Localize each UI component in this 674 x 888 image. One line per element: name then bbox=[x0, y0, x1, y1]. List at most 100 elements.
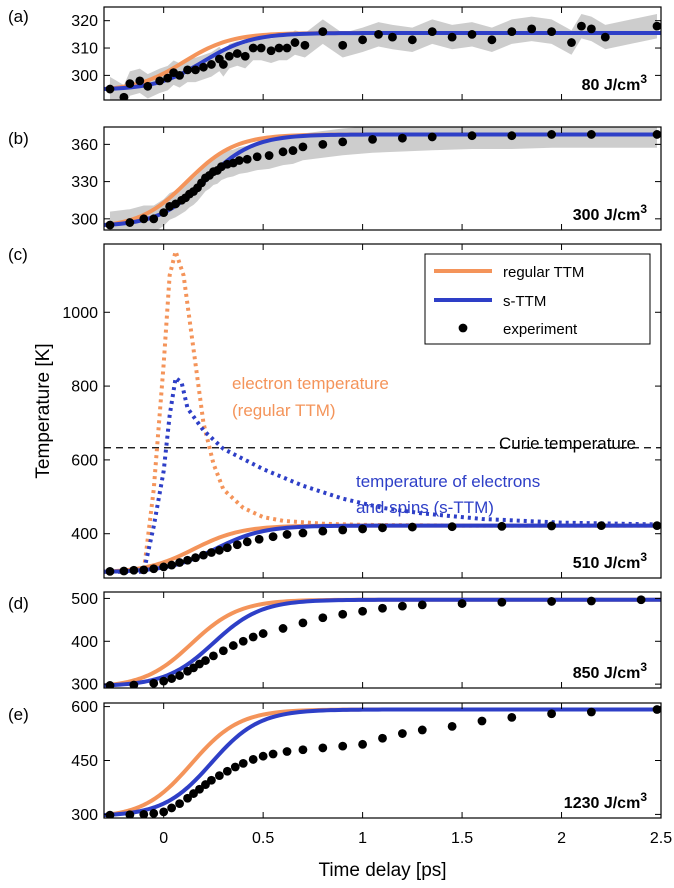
experiment-point bbox=[191, 65, 200, 75]
experiment-point bbox=[507, 27, 517, 37]
experiment-point bbox=[175, 799, 184, 809]
experiment-point bbox=[159, 807, 169, 817]
experiment-point bbox=[201, 656, 210, 665]
experiment-point bbox=[318, 139, 328, 149]
annotation-electron-regular-line2: (regular TTM) bbox=[232, 401, 336, 420]
experiment-point bbox=[119, 92, 129, 100]
panel-frame bbox=[103, 126, 662, 231]
experiment-point bbox=[230, 762, 240, 772]
experiment-point bbox=[105, 566, 115, 576]
panel-frame bbox=[103, 6, 662, 101]
experiment-point bbox=[234, 156, 244, 165]
experiment-point bbox=[457, 599, 467, 608]
experiment-point bbox=[183, 555, 192, 565]
experiment-point bbox=[167, 560, 177, 570]
experiment-point bbox=[139, 565, 149, 575]
experiment-point bbox=[447, 721, 457, 731]
experiment-point bbox=[228, 641, 238, 650]
experiment-point bbox=[368, 135, 377, 144]
experiment-point bbox=[139, 214, 149, 224]
experiment-point bbox=[159, 676, 169, 686]
experiment-point bbox=[258, 629, 268, 638]
experiment-point bbox=[183, 65, 192, 75]
experiment-point bbox=[596, 521, 606, 530]
experiment-point bbox=[358, 606, 368, 616]
experiment-point bbox=[547, 27, 556, 37]
experiment-point bbox=[378, 733, 387, 743]
experiment-point bbox=[338, 40, 348, 50]
experiment-point bbox=[358, 35, 368, 45]
panel-label: (d) bbox=[8, 594, 29, 613]
experiment-point bbox=[135, 76, 145, 86]
experiment-point bbox=[149, 214, 159, 224]
experiment-point bbox=[159, 562, 169, 572]
panel-c: 400 600 800 1000 (c) 510 J/cm3 bbox=[8, 243, 662, 579]
experiment-point bbox=[318, 526, 328, 536]
experiment-point bbox=[652, 21, 661, 31]
experiment-point bbox=[167, 674, 177, 683]
legend: regular TTM s-TTM experiment bbox=[424, 253, 651, 345]
experiment-point bbox=[338, 525, 348, 535]
experiment-point bbox=[338, 741, 348, 751]
panel-d: 300 400 500 (d) 850 J/cm3 bbox=[8, 591, 662, 694]
experiment-point bbox=[163, 73, 173, 83]
plot-area bbox=[104, 705, 661, 818]
experiment-point bbox=[298, 528, 308, 538]
experiment-point bbox=[139, 810, 149, 818]
experiment-point bbox=[427, 132, 437, 142]
experiment-point bbox=[338, 609, 348, 619]
experiment-point bbox=[254, 534, 264, 544]
panel-label: (b) bbox=[8, 129, 29, 148]
experiment-point bbox=[218, 646, 228, 656]
fluence-label: 850 J/cm3 bbox=[573, 660, 648, 682]
legend-label-experiment: experiment bbox=[503, 321, 578, 338]
experiment-point bbox=[487, 35, 497, 45]
experiment-point bbox=[214, 545, 224, 555]
experiment-point bbox=[214, 771, 224, 780]
experiment-point bbox=[586, 130, 596, 139]
experiment-point bbox=[105, 84, 115, 94]
annotation-electron-regular-line1: electron temperature bbox=[232, 374, 389, 393]
experiment-point bbox=[290, 38, 300, 47]
sttm-curve bbox=[104, 597, 661, 688]
experiment-point bbox=[149, 678, 159, 688]
y-tick-label: 360 bbox=[71, 137, 98, 154]
fluence-label: 1230 J/cm3 bbox=[564, 790, 648, 812]
y-tick-label: 600 bbox=[71, 699, 98, 716]
experiment-point bbox=[175, 70, 184, 80]
y-tick-label: 300 bbox=[71, 677, 98, 694]
y-tick-label: 320 bbox=[71, 13, 98, 30]
y-tick-label: 1000 bbox=[62, 305, 98, 322]
experiment-point bbox=[258, 751, 268, 761]
electron-temperature-sttm bbox=[104, 375, 661, 574]
experiment-uncertainty-band bbox=[109, 127, 658, 230]
experiment-point bbox=[207, 775, 216, 785]
y-tick-label: 800 bbox=[71, 379, 98, 396]
experiment-point bbox=[567, 38, 576, 47]
experiment-point bbox=[374, 29, 383, 39]
legend-swatch-experiment bbox=[458, 323, 468, 333]
experiment-point bbox=[397, 601, 407, 611]
sttm-curve bbox=[104, 707, 661, 818]
experiment-point bbox=[129, 565, 139, 575]
experiment-point bbox=[547, 597, 556, 606]
experiment-point bbox=[527, 24, 537, 34]
panel-a: 300 310 320 (a) 80 J/cm3 bbox=[8, 6, 662, 101]
y-tick-label: 400 bbox=[71, 634, 98, 651]
x-tick-label: 1.5 bbox=[451, 830, 473, 847]
experiment-point bbox=[232, 49, 242, 58]
experiment-point bbox=[125, 79, 135, 88]
y-tick-label: 300 bbox=[71, 68, 98, 85]
experiment-point bbox=[183, 793, 192, 803]
experiment-point bbox=[547, 130, 556, 139]
experiment-point bbox=[652, 521, 661, 530]
y-tick-label: 300 bbox=[71, 807, 98, 824]
experiment-point bbox=[338, 137, 348, 147]
experiment-uncertainty-band bbox=[109, 13, 658, 100]
experiment-point bbox=[125, 218, 135, 227]
experiment-point bbox=[149, 564, 159, 574]
panel-b: 300 330 360 (b) 300 J/cm3 bbox=[8, 126, 662, 231]
y-tick-label: 330 bbox=[71, 174, 98, 191]
experiment-point bbox=[407, 35, 417, 45]
experiment-point bbox=[300, 40, 310, 50]
